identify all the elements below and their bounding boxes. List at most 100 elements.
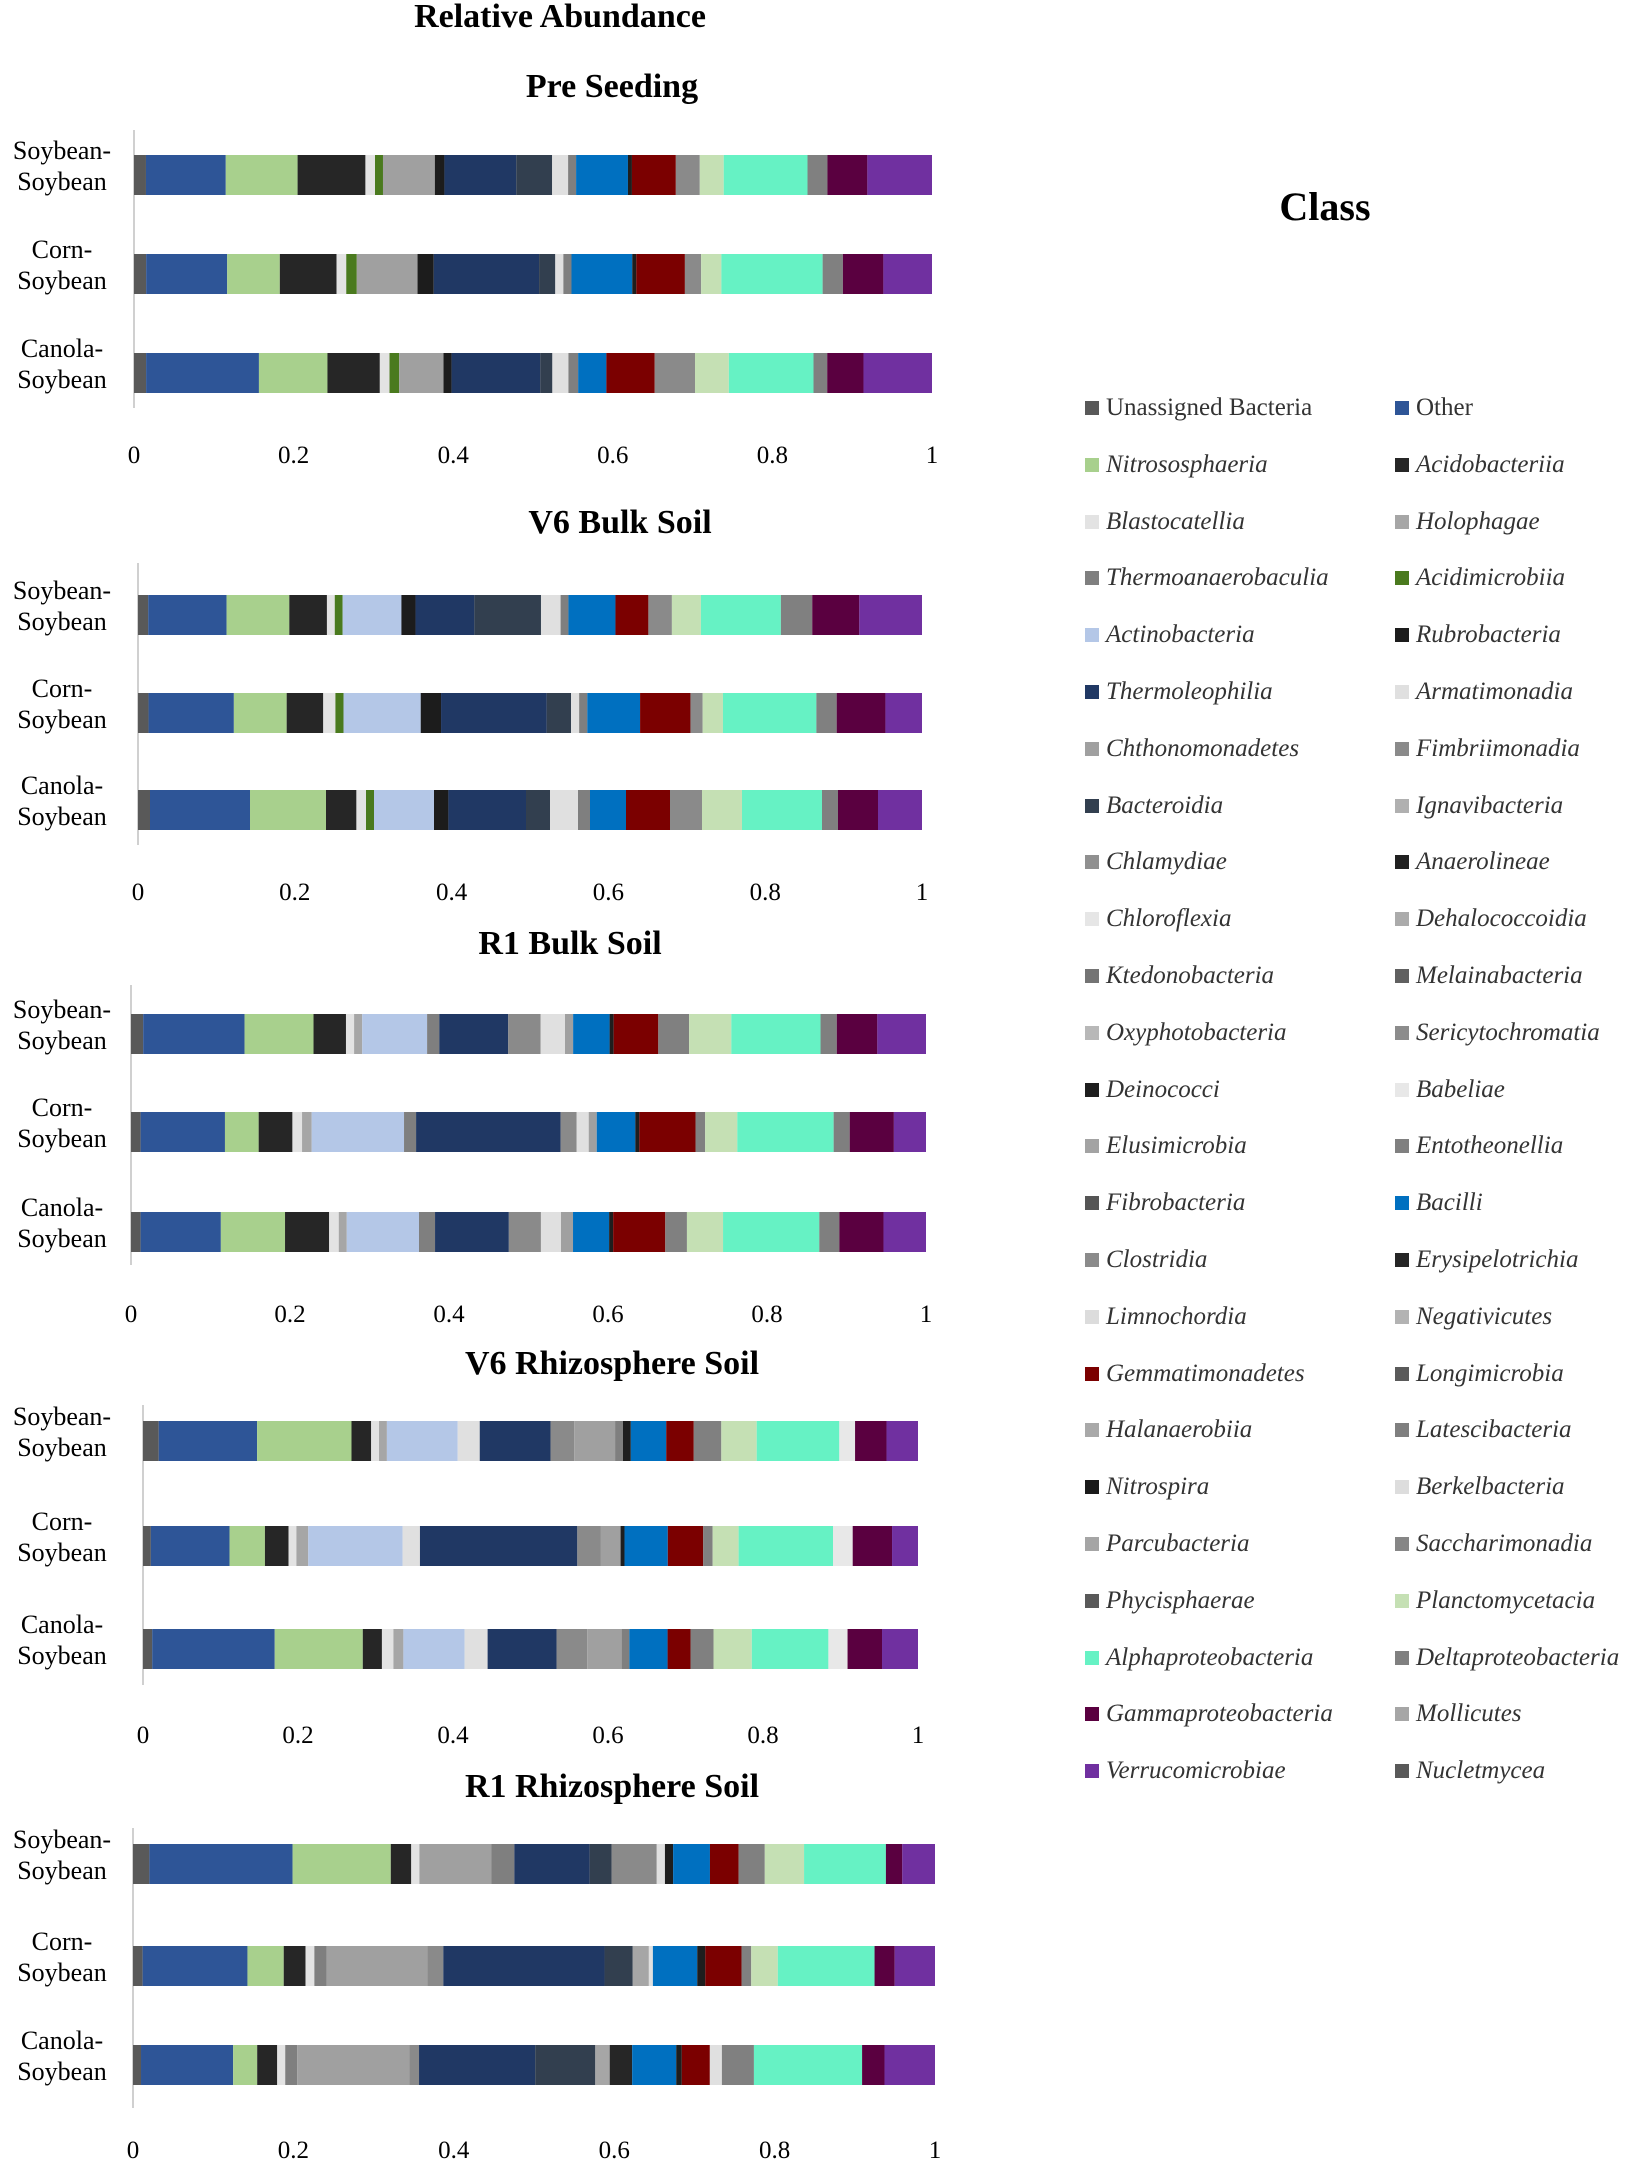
- panel-title: V6 Bulk Soil: [528, 504, 711, 541]
- bar-segment: [639, 1112, 696, 1152]
- bar-segment: [600, 1526, 621, 1566]
- legend-swatch: [1395, 1480, 1409, 1495]
- bar-segment: [629, 1629, 668, 1669]
- bar-segment: [433, 254, 540, 294]
- bar-segment: [587, 693, 641, 733]
- bar-segment: [588, 1112, 597, 1152]
- legend-swatch: [1395, 1366, 1409, 1381]
- bar-segment: [690, 693, 703, 733]
- bar-segment: [849, 1112, 894, 1152]
- legend-item: Blastocatellia: [1085, 502, 1245, 542]
- bar-segment: [648, 1946, 653, 1986]
- legend-swatch: [1395, 798, 1409, 813]
- bar-segment: [399, 353, 444, 393]
- legend-label: Gemmatimonadetes: [1106, 1359, 1305, 1387]
- legend-item: Limnochordia: [1085, 1297, 1247, 1337]
- legend-item: Acidobacteriia: [1395, 445, 1565, 485]
- legend-label: Parcubacteria: [1106, 1530, 1250, 1557]
- legend-swatch: [1395, 628, 1409, 643]
- bar-segment: [701, 254, 722, 294]
- bar-segment: [576, 1112, 589, 1152]
- legend-item: Bacilli: [1395, 1183, 1483, 1223]
- bar-segment: [148, 693, 234, 733]
- legend-item: Erysipelotrichia: [1395, 1240, 1578, 1280]
- legend-label: Planctomycetacia: [1416, 1586, 1596, 1614]
- bar-segment: [338, 1212, 347, 1252]
- bar-segment: [464, 1629, 488, 1669]
- bar-segment: [220, 1212, 286, 1252]
- legend-item: Armatimonadia: [1395, 672, 1573, 712]
- legend-swatch: [1395, 1707, 1409, 1722]
- bar-segment: [675, 155, 700, 195]
- chart-title: Relative Abundance: [414, 0, 706, 35]
- legend-label: Berkelbacteria: [1416, 1473, 1565, 1501]
- legend-swatch: [1395, 685, 1409, 699]
- legend-swatch: [1395, 1082, 1409, 1097]
- bar-segment: [578, 353, 607, 393]
- bar-segment: [382, 155, 435, 195]
- bar-segment: [323, 693, 336, 733]
- bar-segment: [346, 254, 357, 294]
- bar-segment: [676, 2045, 682, 2085]
- legend-swatch: [1085, 457, 1099, 472]
- bar-segment: [681, 2045, 710, 2085]
- panel-title: R1 Rhizosphere Soil: [465, 1768, 759, 1805]
- bar-segment: [552, 353, 569, 393]
- bar-segment: [777, 1946, 875, 1986]
- legend-item: Elusimicrobia: [1085, 1126, 1247, 1166]
- bar-segment: [444, 155, 517, 195]
- bar-segment: [264, 1526, 289, 1566]
- bar-segment: [343, 693, 421, 733]
- bar-segment: [695, 353, 729, 393]
- x-tick-label: 0: [125, 1301, 138, 1328]
- legend-swatch: [1085, 1366, 1099, 1381]
- bar-segment: [356, 790, 366, 830]
- bar-segment: [138, 790, 150, 830]
- bar-segment: [626, 790, 670, 830]
- bar-segment: [289, 595, 327, 635]
- legend-label: Saccharimonadia: [1416, 1530, 1593, 1557]
- bar-segment: [419, 2045, 536, 2085]
- category-label: Canola-Soybean: [17, 1610, 107, 1670]
- bar-segment: [560, 1112, 577, 1152]
- bar-segment: [884, 2045, 935, 2085]
- bar-segment: [411, 1844, 420, 1884]
- panel: V6 Bulk Soil Soybean-Soybean Corn-Soybean C…: [13, 504, 928, 906]
- bar-segment: [595, 2045, 610, 2085]
- bar-segment: [620, 1526, 625, 1566]
- x-tick-label: 0.2: [279, 879, 310, 906]
- bar-segment: [354, 1014, 363, 1054]
- bar-segment: [855, 1421, 887, 1461]
- x-tick-label: 0: [127, 2137, 140, 2163]
- legend-swatch: [1085, 685, 1099, 699]
- legend-label: Thermoleophilia: [1106, 678, 1273, 705]
- legend-item: Berkelbacteria: [1395, 1467, 1565, 1507]
- bar-segment: [839, 1212, 884, 1252]
- x-tick-label: 0: [128, 442, 141, 469]
- bar-segment: [555, 254, 564, 294]
- bar-segment: [836, 1014, 878, 1054]
- bar-segment: [666, 1421, 694, 1461]
- bar-segment: [379, 1421, 387, 1461]
- bar-segment: [443, 353, 452, 393]
- bar-segment: [686, 1212, 724, 1252]
- legend-label: Sericytochromatia: [1416, 1018, 1600, 1046]
- bar-segment: [285, 1212, 330, 1252]
- panel-title: R1 Bulk Soil: [478, 925, 661, 962]
- bar-segment: [225, 155, 298, 195]
- category-label: Canola-Soybean: [17, 1193, 107, 1253]
- category-label: Corn-Soybean: [17, 1093, 107, 1153]
- x-tick-label: 0.6: [599, 2137, 630, 2163]
- legend-label: Negativicutes: [1416, 1302, 1553, 1330]
- legend-item: Longimicrobia: [1395, 1354, 1564, 1394]
- bar-segment: [652, 1946, 698, 1986]
- bar-segment: [362, 1629, 382, 1669]
- legend-item: Saccharimonadia: [1395, 1524, 1592, 1564]
- bar-segment: [621, 1629, 630, 1669]
- bar-segment: [133, 2045, 142, 2085]
- bar-segment: [247, 1946, 284, 1986]
- bar-segment: [131, 1014, 144, 1054]
- bar-segment: [738, 1526, 834, 1566]
- bar-segment: [140, 1112, 225, 1152]
